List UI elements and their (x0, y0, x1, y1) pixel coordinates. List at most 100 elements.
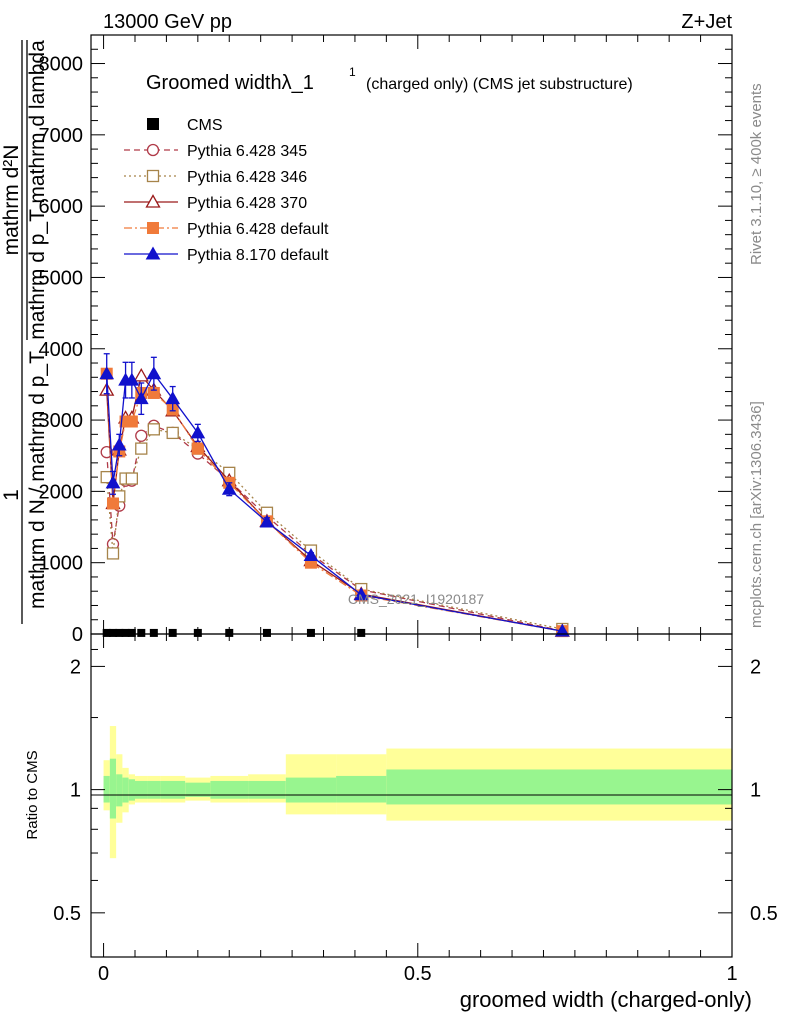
data-point-square-open (125, 472, 138, 485)
ratio-band-green (134, 780, 148, 799)
ratio-band-green (336, 775, 387, 803)
data-point-square-open (147, 423, 160, 436)
x-tick-label: 0 (98, 963, 109, 985)
data-point-triangle (303, 548, 319, 562)
plot-title-superscript: 1 (349, 65, 356, 79)
y-tick-label: 1000 (39, 553, 84, 575)
data-point-triangle-open (133, 368, 149, 382)
ratio-band-green (210, 780, 249, 799)
ratio-y-tick-label: 0.5 (53, 903, 81, 925)
ratio-y-tick-label-right: 1 (750, 780, 761, 802)
data-point-triangle (554, 623, 570, 637)
legend-label: Pythia 6.428 default (187, 221, 329, 238)
series-4 (100, 367, 569, 638)
data-point-square (125, 415, 138, 428)
series-5 (99, 353, 570, 637)
data-point-triangle (105, 475, 121, 489)
rivet-version-label: Rivet 3.1.10, ≥ 400k events (748, 83, 765, 265)
data-point-cms (127, 628, 136, 637)
main-y-axis-label: 1 mathrm d N / mathrm d p_T mathrm d²N m… (0, 40, 49, 624)
data-point-circle-open (146, 143, 160, 157)
ratio-band-green (116, 774, 123, 807)
data-point-cms (137, 628, 146, 637)
data-point-square (191, 442, 204, 455)
data-point-square-open (106, 547, 120, 560)
ratio-axis-ticks: 0.5 0.5 1 1 2 2 (53, 634, 778, 957)
x-tick-label: 0.5 (404, 963, 432, 985)
data-point-triangle-open (145, 194, 161, 208)
ratio-y-axis-label: Ratio to CMS (24, 750, 41, 839)
data-point-cms (262, 628, 271, 637)
data-point-cms (357, 628, 366, 637)
ylabel-one: 1 (0, 489, 23, 501)
legend-label: CMS (187, 117, 223, 134)
data-point-square (147, 222, 159, 234)
series-0 (102, 628, 567, 637)
data-point-square-open (166, 426, 179, 440)
plot-title-main: Groomed widthλ_1 (146, 72, 314, 94)
legend-item: Pythia 6.428 default (124, 221, 329, 238)
ylabel-norm: mathrm d N / mathrm d p_T (26, 351, 49, 609)
ratio-band-green (285, 777, 337, 803)
x-tick-label: 1 (726, 963, 737, 985)
ratio-y-tick-label: 1 (70, 780, 81, 802)
y-tick-label: 6000 (39, 196, 84, 218)
data-point-cms (108, 628, 117, 637)
y-tick-label: 0 (72, 624, 83, 646)
ratio-frame (90, 633, 733, 958)
data-point-cms (225, 628, 234, 637)
plot-title: Groomed widthλ_1 1 (charged only) (CMS j… (146, 65, 633, 94)
data-point-cms (115, 628, 124, 637)
legend-label: Pythia 6.428 346 (187, 169, 307, 186)
data-point-triangle (111, 437, 127, 451)
y-tick-label: 4000 (39, 339, 84, 361)
ratio-panel: 0.5 0.5 1 1 2 2 Ratio to CMS (24, 633, 778, 958)
analysis-watermark: CMS_2021_I1920187 (348, 591, 484, 607)
data-point-cms (121, 628, 130, 637)
ratio-band-green (147, 780, 161, 799)
y-tick-label: 5000 (39, 267, 84, 289)
header-left: 13000 GeV pp (103, 11, 232, 33)
data-point-triangle (165, 391, 181, 405)
data-point-triangle (99, 366, 115, 380)
ratio-band-green (160, 780, 186, 799)
x-axis-label: groomed width (charged-only) (460, 987, 752, 1012)
x-axis: 0 0.5 1 (98, 963, 738, 985)
data-point-cms (306, 628, 315, 637)
ratio-y-tick-label-right: 0.5 (750, 903, 778, 925)
series-1 (100, 419, 569, 637)
data-point-square (106, 497, 119, 510)
legend-label: Pythia 8.170 default (187, 247, 329, 264)
ratio-y-tick-label: 2 (70, 656, 81, 678)
data-point-triangle (145, 246, 161, 260)
data-point-cms (149, 628, 158, 637)
ratio-band-green (248, 780, 286, 799)
ratio-band-green (122, 777, 129, 803)
legend-item: Pythia 6.428 370 (124, 194, 307, 212)
y-tick-label: 2000 (39, 481, 84, 503)
series-line (106, 425, 563, 632)
ratio-band-green (109, 758, 117, 819)
ratio-band-green (128, 779, 135, 801)
main-data-layer (99, 353, 570, 638)
header-right: Z+Jet (681, 11, 732, 33)
ratio-band-green (185, 782, 211, 797)
legend-item: Pythia 8.170 default (124, 246, 329, 264)
plot-title-suffix: (charged only) (CMS jet substructure) (366, 76, 633, 93)
main-axis-ticks: 0 1000 2000 3000 4000 5000 6000 7000 8000 (39, 34, 733, 646)
data-point-triangle (259, 514, 275, 528)
legend-label: Pythia 6.428 370 (187, 195, 307, 212)
ratio-bands (103, 726, 732, 859)
data-point-triangle (133, 391, 149, 405)
legend-item: Pythia 6.428 346 (124, 169, 307, 186)
data-point-triangle (221, 481, 237, 495)
data-point-cms (168, 628, 177, 637)
data-point-triangle (146, 366, 162, 380)
main-panel: 0 1000 2000 3000 4000 5000 6000 7000 8000 CMS_20… (39, 34, 733, 646)
y-tick-label: 7000 (39, 125, 84, 147)
series-2 (100, 423, 569, 636)
data-point-triangle (124, 372, 140, 386)
ratio-band-green (386, 769, 732, 805)
data-point-triangle (190, 425, 206, 439)
